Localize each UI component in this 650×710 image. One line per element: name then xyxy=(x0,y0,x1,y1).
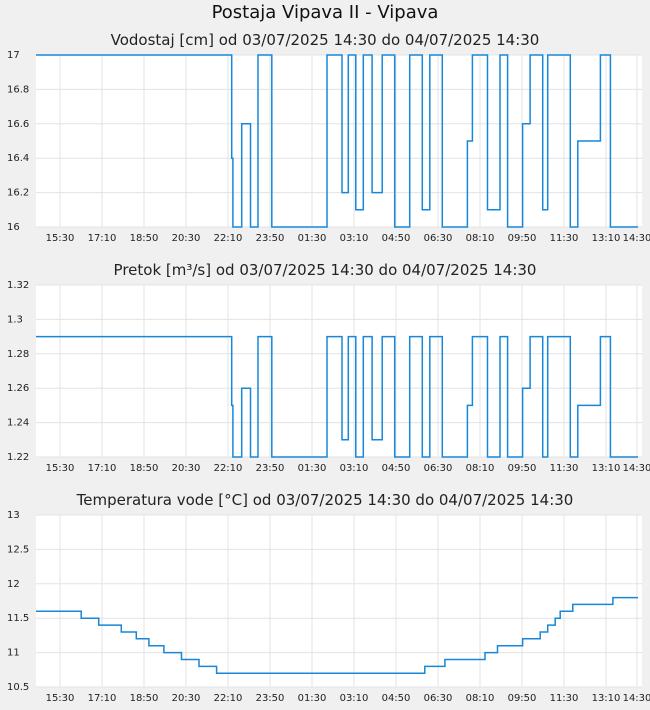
x-tick-label: 23:50 xyxy=(256,693,285,704)
water-level-chart: Vodostaj [cm] od 03/07/2025 14:30 do 04/… xyxy=(7,31,650,244)
x-tick-label: 01:30 xyxy=(298,693,327,704)
x-tick-label: 11:30 xyxy=(550,233,579,244)
x-tick-label: 15:30 xyxy=(46,693,75,704)
plot-area xyxy=(36,55,642,227)
x-tick-label: 14:30 xyxy=(623,233,650,244)
x-tick-label: 20:30 xyxy=(172,693,201,704)
x-tick-label: 03:10 xyxy=(340,693,369,704)
x-tick-label: 01:30 xyxy=(298,233,327,244)
plot-area xyxy=(36,285,642,457)
x-tick-label: 15:30 xyxy=(46,463,75,474)
x-tick-label: 17:10 xyxy=(88,233,117,244)
x-tick-label: 23:50 xyxy=(256,463,285,474)
y-tick-label: 1.3 xyxy=(7,314,23,325)
discharge-chart: Pretok [m³/s] od 03/07/2025 14:30 do 04/… xyxy=(7,261,650,474)
y-tick-label: 1.24 xyxy=(7,418,29,429)
series-line xyxy=(36,596,638,674)
series-line xyxy=(36,54,638,228)
y-tick-label: 16 xyxy=(7,222,20,233)
x-tick-label: 09:50 xyxy=(508,463,537,474)
x-tick-label: 03:10 xyxy=(340,233,369,244)
y-tick-label: 16.2 xyxy=(7,188,29,199)
x-tick-label: 11:30 xyxy=(550,463,579,474)
series-line xyxy=(36,335,638,458)
x-tick-label: 17:10 xyxy=(88,463,117,474)
x-tick-label: 18:50 xyxy=(130,233,159,244)
x-tick-label: 01:30 xyxy=(298,463,327,474)
y-tick-label: 11 xyxy=(7,648,20,659)
x-tick-label: 04:50 xyxy=(382,463,411,474)
x-tick-label: 13:10 xyxy=(592,233,621,244)
x-tick-label: 18:50 xyxy=(130,693,159,704)
page-title: Postaja Vipava II - Vipava xyxy=(211,2,439,23)
x-tick-label: 22:10 xyxy=(214,693,243,704)
x-tick-label: 20:30 xyxy=(172,463,201,474)
x-tick-label: 08:10 xyxy=(466,463,495,474)
y-tick-label: 16.8 xyxy=(7,84,29,95)
y-tick-label: 12.5 xyxy=(7,544,29,555)
y-tick-label: 11.5 xyxy=(7,613,29,624)
y-tick-label: 17 xyxy=(7,50,20,61)
x-tick-label: 11:30 xyxy=(550,693,579,704)
chart-title: Vodostaj [cm] od 03/07/2025 14:30 do 04/… xyxy=(111,31,540,49)
x-tick-label: 14:30 xyxy=(623,463,650,474)
y-tick-label: 12 xyxy=(7,579,20,590)
x-tick-label: 15:30 xyxy=(46,233,75,244)
x-tick-label: 06:30 xyxy=(424,463,453,474)
y-tick-label: 1.26 xyxy=(7,383,29,394)
y-tick-label: 1.32 xyxy=(7,280,29,291)
chart-title: Temperatura vode [°C] od 03/07/2025 14:3… xyxy=(76,491,574,509)
x-tick-label: 20:30 xyxy=(172,233,201,244)
y-tick-label: 1.28 xyxy=(7,349,29,360)
x-tick-label: 09:50 xyxy=(508,693,537,704)
x-tick-label: 18:50 xyxy=(130,463,159,474)
y-tick-label: 1.22 xyxy=(7,452,29,463)
x-tick-label: 08:10 xyxy=(466,693,495,704)
x-tick-label: 23:50 xyxy=(256,233,285,244)
water-temperature-chart: Temperatura vode [°C] od 03/07/2025 14:3… xyxy=(7,491,650,704)
x-tick-label: 22:10 xyxy=(214,233,243,244)
y-tick-label: 13 xyxy=(7,510,20,521)
x-tick-label: 04:50 xyxy=(382,693,411,704)
y-tick-label: 16.6 xyxy=(7,119,29,130)
x-tick-label: 13:10 xyxy=(592,693,621,704)
x-tick-label: 06:30 xyxy=(424,233,453,244)
x-tick-label: 17:10 xyxy=(88,693,117,704)
chart-title: Pretok [m³/s] od 03/07/2025 14:30 do 04/… xyxy=(114,261,537,279)
plot-area xyxy=(36,515,642,687)
y-tick-label: 16.4 xyxy=(7,153,29,164)
x-tick-label: 13:10 xyxy=(592,463,621,474)
x-tick-label: 04:50 xyxy=(382,233,411,244)
y-tick-label: 10.5 xyxy=(7,682,29,693)
x-tick-label: 03:10 xyxy=(340,463,369,474)
x-tick-label: 08:10 xyxy=(466,233,495,244)
x-tick-label: 14:30 xyxy=(623,693,650,704)
x-tick-label: 09:50 xyxy=(508,233,537,244)
x-tick-label: 06:30 xyxy=(424,693,453,704)
x-tick-label: 22:10 xyxy=(214,463,243,474)
